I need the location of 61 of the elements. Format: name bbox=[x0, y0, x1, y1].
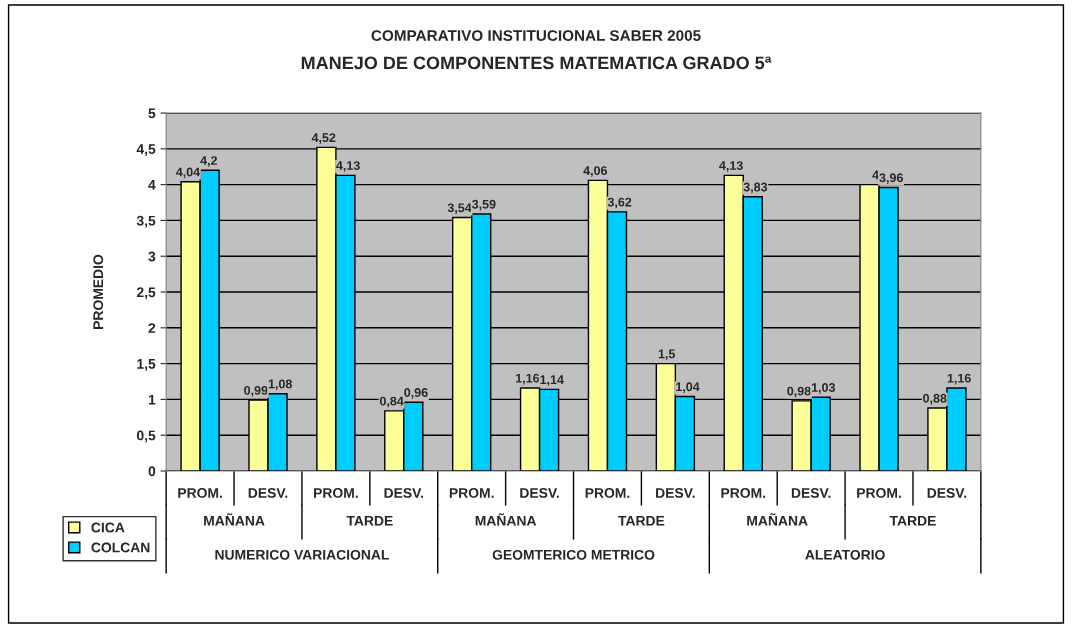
chart-title: COMPARATIVO INSTITUCIONAL SABER 2005 bbox=[371, 30, 701, 41]
y-tick-label: 4,5 bbox=[136, 144, 156, 157]
data-label: 3,59 bbox=[471, 199, 496, 211]
y-tick-label: 3 bbox=[148, 251, 156, 262]
data-label: 0,96 bbox=[404, 388, 428, 399]
data-label: 0,88 bbox=[923, 393, 947, 405]
data-label: 4 bbox=[872, 170, 879, 180]
x-tick-label: DESV. bbox=[248, 488, 288, 498]
data-label: 4,2 bbox=[200, 156, 217, 167]
chart-subtitle: MANEJO DE COMPONENTES MATEMATICA GRADO 5ª bbox=[301, 56, 772, 70]
x-tick-label: PROM. bbox=[585, 488, 630, 498]
y-tick-label: 2,5 bbox=[136, 287, 156, 300]
text: MAÑANA bbox=[475, 513, 537, 526]
x-tick-label: DESV. bbox=[791, 488, 831, 498]
x-tick-label: DESV. bbox=[520, 488, 559, 498]
data-label: 3,54 bbox=[447, 203, 472, 215]
text: TARDE bbox=[889, 516, 936, 526]
data-label: 1,14 bbox=[540, 375, 564, 386]
data-label: 4,52 bbox=[311, 133, 336, 144]
data-label: 1,16 bbox=[516, 373, 540, 385]
data-label: 3,83 bbox=[743, 182, 768, 194]
text: TARDE bbox=[618, 516, 665, 526]
x-tick-label: PROM. bbox=[314, 488, 358, 498]
text: TARDE bbox=[346, 516, 393, 526]
y-tick-label: 3,5 bbox=[136, 215, 156, 228]
data-label: 4,06 bbox=[583, 166, 608, 177]
y-tick-label: 2 bbox=[148, 323, 156, 333]
data-label: 4,13 bbox=[719, 161, 743, 172]
x-tick-label: DESV. bbox=[384, 488, 424, 498]
legend-label: COLCAN bbox=[91, 542, 150, 553]
data-label: 4,13 bbox=[336, 161, 360, 172]
data-label: 1,5 bbox=[658, 349, 676, 361]
data-label: 4,04 bbox=[175, 167, 201, 179]
text: MAÑANA bbox=[204, 513, 265, 526]
x-tick-label: DESV. bbox=[656, 488, 695, 498]
text: MAÑANA bbox=[747, 513, 808, 526]
data-label: 1,16 bbox=[947, 373, 971, 385]
x-tick-label: PROM. bbox=[857, 488, 901, 498]
x-tick-label: PROM. bbox=[721, 488, 766, 498]
y-tick-label: 1 bbox=[148, 394, 156, 405]
text: NUMERICO VARIACIONAL bbox=[215, 549, 389, 560]
data-label: 0,98 bbox=[787, 386, 811, 398]
y-tick-label: 5 bbox=[148, 108, 156, 119]
y-tick-label: 0,5 bbox=[136, 430, 156, 443]
legend-label: CICA bbox=[91, 522, 125, 533]
data-label: 1,04 bbox=[676, 382, 700, 394]
data-label: 0,99 bbox=[244, 385, 268, 397]
y-tick-label: 0 bbox=[148, 466, 156, 477]
data-label: 1,08 bbox=[268, 379, 292, 391]
data-label: 0,84 bbox=[379, 396, 404, 408]
data-label: 3,62 bbox=[607, 197, 632, 209]
x-tick-label: PROM. bbox=[449, 488, 494, 498]
text: GEOMTERICO METRICO bbox=[492, 549, 655, 560]
y-axis-title: PROMEDIO bbox=[93, 254, 104, 329]
x-tick-label: PROM. bbox=[178, 488, 222, 498]
x-tick-label: DESV. bbox=[927, 488, 967, 498]
data-label: 1,03 bbox=[811, 383, 836, 394]
y-tick-label: 1,5 bbox=[137, 359, 156, 371]
data-label: 3,96 bbox=[879, 173, 903, 184]
text: ALEATORIO bbox=[805, 549, 885, 560]
y-tick-label: 4 bbox=[148, 180, 156, 190]
